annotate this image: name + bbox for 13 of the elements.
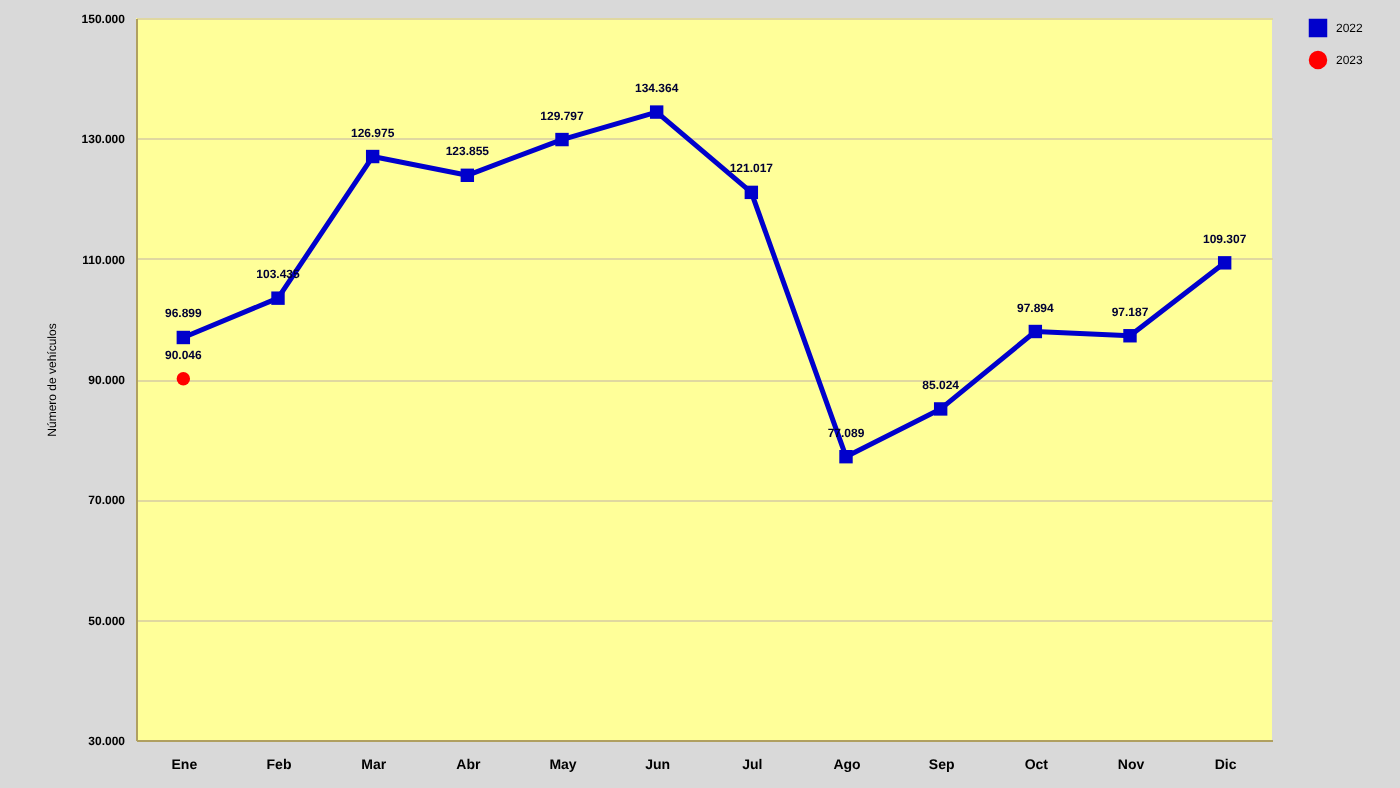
point	[649, 105, 664, 119]
point	[176, 372, 191, 386]
point	[839, 449, 853, 464]
point	[555, 132, 569, 147]
point	[933, 402, 948, 416]
point	[1217, 256, 1232, 270]
point	[744, 185, 759, 200]
point	[460, 168, 475, 183]
point	[176, 330, 191, 345]
point	[1123, 329, 1137, 343]
point	[271, 291, 285, 305]
point	[1028, 324, 1043, 339]
point	[365, 149, 380, 164]
